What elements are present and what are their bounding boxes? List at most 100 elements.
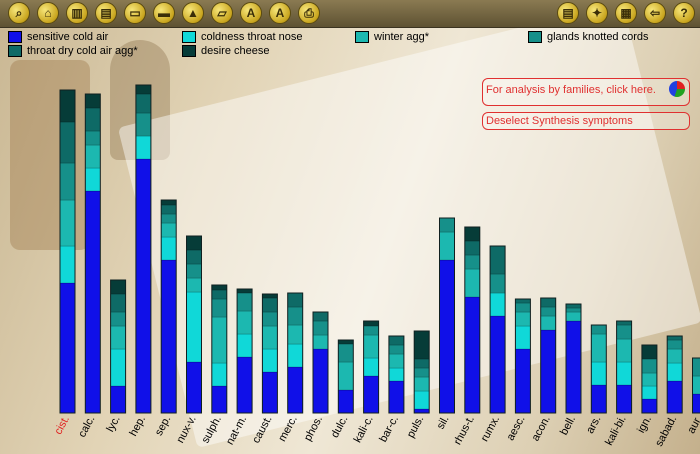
bar-segment[interactable] xyxy=(540,329,556,414)
bar-segment[interactable] xyxy=(464,226,481,242)
bar-segment[interactable] xyxy=(565,311,582,322)
bar-segment[interactable] xyxy=(59,245,76,284)
bar-segment[interactable] xyxy=(287,343,303,368)
category-label[interactable]: acon. xyxy=(530,414,553,443)
bar-segment[interactable] xyxy=(666,380,683,414)
bar-segment[interactable] xyxy=(464,296,481,414)
bar-segment[interactable] xyxy=(186,277,202,293)
category-label[interactable]: phos. xyxy=(302,414,325,443)
bar-segment[interactable] xyxy=(236,292,253,312)
bar-segment[interactable] xyxy=(85,93,101,109)
bar-segment[interactable] xyxy=(641,372,658,387)
category-label[interactable]: ars. xyxy=(584,414,603,436)
bar-segment[interactable] xyxy=(135,84,152,95)
print-icon[interactable]: ⎙ xyxy=(298,2,320,24)
bar-segment[interactable] xyxy=(616,320,632,326)
bar-segment[interactable] xyxy=(287,292,303,308)
calendar-icon[interactable]: ▦ xyxy=(615,2,637,24)
bar-segment[interactable] xyxy=(338,339,354,345)
bar-segment[interactable] xyxy=(110,385,126,414)
bar-segment[interactable] xyxy=(591,361,607,386)
category-label[interactable]: nux-v. xyxy=(174,414,198,445)
bar-segment[interactable] xyxy=(515,325,531,350)
category-label[interactable]: kali-bi. xyxy=(603,414,629,448)
bar-segment[interactable] xyxy=(85,130,101,146)
bar-segment[interactable] xyxy=(616,324,632,340)
bar-segment[interactable] xyxy=(515,298,531,304)
bar-segment[interactable] xyxy=(363,357,379,377)
category-label[interactable]: kali-c. xyxy=(352,414,376,445)
category-label[interactable]: rhus-t. xyxy=(452,414,477,447)
bar-segment[interactable] xyxy=(211,284,228,291)
bar-segment[interactable] xyxy=(236,310,253,335)
tools-icon[interactable]: ✦ xyxy=(586,2,608,24)
book-icon[interactable]: ▭ xyxy=(124,2,146,24)
help-icon[interactable]: ? xyxy=(673,2,695,24)
bar-segment[interactable] xyxy=(211,316,228,364)
bar-segment[interactable] xyxy=(135,112,152,137)
bar-segment[interactable] xyxy=(110,325,126,350)
bar-segment[interactable] xyxy=(85,190,101,414)
bar-segment[interactable] xyxy=(160,213,177,224)
bar-segment[interactable] xyxy=(616,361,632,386)
bar-segment[interactable] xyxy=(388,335,405,346)
bar-segment[interactable] xyxy=(236,288,253,294)
bar-segment[interactable] xyxy=(186,235,202,251)
bar-segment[interactable] xyxy=(489,292,506,317)
bar-segment[interactable] xyxy=(641,358,658,374)
bar-segment[interactable] xyxy=(666,335,683,341)
bar-segment[interactable] xyxy=(85,144,101,169)
bar-segment[interactable] xyxy=(59,89,76,123)
bar-segment[interactable] xyxy=(439,217,455,233)
bar-segment[interactable] xyxy=(135,93,152,114)
home-icon[interactable]: ⌂ xyxy=(37,2,59,24)
bar-segment[interactable] xyxy=(338,361,354,391)
category-label[interactable]: caust. xyxy=(250,414,274,446)
card-icon[interactable]: ▬ xyxy=(153,2,175,24)
bar-segment[interactable] xyxy=(211,298,228,318)
bar-segment[interactable] xyxy=(692,357,700,377)
bar-segment[interactable] xyxy=(489,315,506,414)
bar-segment[interactable] xyxy=(363,320,379,327)
bar-segment[interactable] xyxy=(565,303,582,309)
bar-segment[interactable] xyxy=(160,259,177,414)
category-label[interactable]: sep. xyxy=(153,414,173,438)
category-label[interactable]: ign. xyxy=(635,414,654,435)
bar-segment[interactable] xyxy=(110,311,126,327)
bar-segment[interactable] xyxy=(110,348,126,387)
bar-segment[interactable] xyxy=(262,311,278,327)
bar-segment[interactable] xyxy=(464,254,481,270)
bar-segment[interactable] xyxy=(59,282,76,414)
document-icon[interactable]: ▤ xyxy=(95,2,117,24)
repertory-icon[interactable]: ▥ xyxy=(66,2,88,24)
bar-segment[interactable] xyxy=(565,320,582,414)
bar-segment[interactable] xyxy=(439,231,455,261)
bar-segment[interactable] xyxy=(363,375,379,414)
bar-segment[interactable] xyxy=(236,356,253,414)
bar-segment[interactable] xyxy=(363,334,379,359)
bar-segment[interactable] xyxy=(287,366,303,414)
category-label[interactable]: dulc. xyxy=(329,414,351,440)
bar-segment[interactable] xyxy=(59,199,76,247)
bar-segment[interactable] xyxy=(641,385,658,400)
category-label[interactable]: nat-m. xyxy=(224,414,249,447)
category-label[interactable]: sil. xyxy=(435,414,452,432)
bar-segment[interactable] xyxy=(186,361,202,414)
bar-segment[interactable] xyxy=(413,390,430,410)
category-label[interactable]: aur. xyxy=(685,414,700,436)
bar-segment[interactable] xyxy=(186,263,202,279)
bar-segment[interactable] xyxy=(59,121,76,164)
bar-segment[interactable] xyxy=(186,249,202,265)
bar-segment[interactable] xyxy=(211,289,228,300)
bar-segment[interactable] xyxy=(110,293,126,313)
bar-segment[interactable] xyxy=(591,384,607,414)
graph-icon[interactable]: ▲ xyxy=(182,2,204,24)
bar-segment[interactable] xyxy=(135,158,152,414)
bar-segment[interactable] xyxy=(211,385,228,414)
bar-segment[interactable] xyxy=(464,268,481,298)
search-icon[interactable]: ⌕ xyxy=(8,2,30,24)
font-icon[interactable]: A xyxy=(240,2,262,24)
bar-segment[interactable] xyxy=(312,320,329,336)
bar-segment[interactable] xyxy=(515,311,531,327)
bar-segment[interactable] xyxy=(413,358,430,369)
